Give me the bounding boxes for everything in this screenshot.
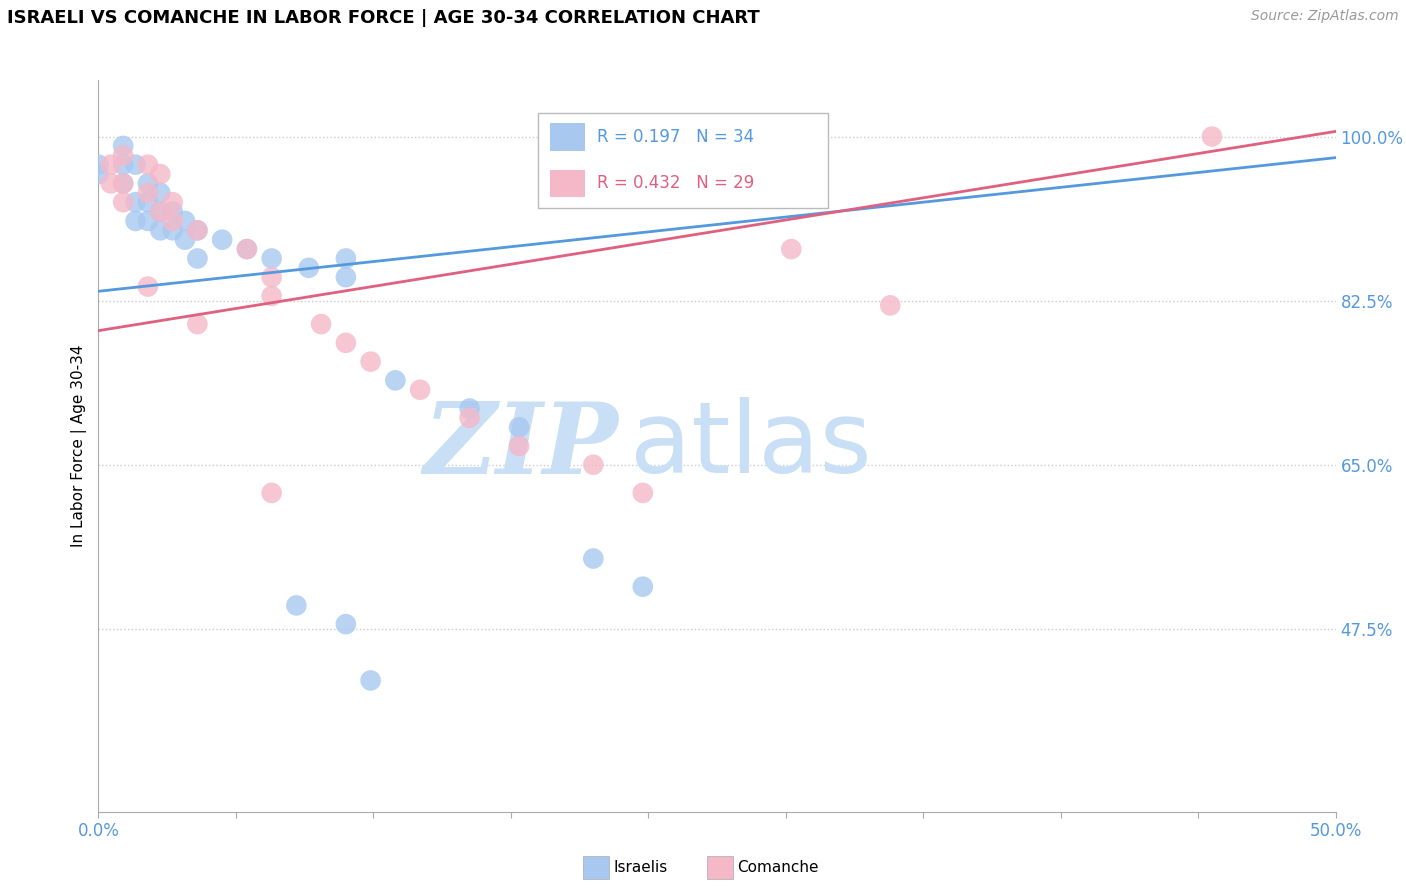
Point — [458, 410, 481, 425]
Point — [174, 233, 197, 247]
Point — [162, 214, 184, 228]
Point — [335, 270, 357, 285]
Point — [260, 486, 283, 500]
Point — [186, 223, 208, 237]
Point — [149, 167, 172, 181]
Point — [112, 158, 135, 172]
Text: Comanche: Comanche — [737, 861, 818, 875]
Point — [100, 177, 122, 191]
Text: Israelis: Israelis — [613, 861, 668, 875]
Point — [112, 139, 135, 153]
Point — [780, 242, 803, 256]
Point — [136, 186, 159, 200]
Point — [631, 486, 654, 500]
Text: ZIP: ZIP — [423, 398, 619, 494]
Point — [335, 335, 357, 350]
FancyBboxPatch shape — [537, 113, 828, 209]
Point — [124, 158, 146, 172]
Point — [136, 177, 159, 191]
Point — [186, 317, 208, 331]
Point — [260, 289, 283, 303]
Point — [285, 599, 308, 613]
Point — [162, 204, 184, 219]
Point — [149, 204, 172, 219]
Point — [236, 242, 259, 256]
Point — [186, 252, 208, 266]
Point — [879, 298, 901, 312]
Point — [309, 317, 332, 331]
Point — [136, 279, 159, 293]
Point — [149, 223, 172, 237]
Text: atlas: atlas — [630, 398, 872, 494]
Point — [136, 214, 159, 228]
FancyBboxPatch shape — [550, 169, 585, 197]
Text: ISRAELI VS COMANCHE IN LABOR FORCE | AGE 30-34 CORRELATION CHART: ISRAELI VS COMANCHE IN LABOR FORCE | AGE… — [7, 9, 759, 27]
Point — [112, 177, 135, 191]
Point — [260, 270, 283, 285]
Point — [298, 260, 321, 275]
Point — [112, 148, 135, 162]
Point — [236, 242, 259, 256]
Point — [260, 252, 283, 266]
Point — [112, 177, 135, 191]
Point — [149, 204, 172, 219]
Point — [87, 167, 110, 181]
Text: Source: ZipAtlas.com: Source: ZipAtlas.com — [1251, 9, 1399, 23]
Point — [335, 252, 357, 266]
Point — [360, 354, 382, 368]
Point — [582, 551, 605, 566]
Point — [136, 158, 159, 172]
Point — [409, 383, 432, 397]
Point — [124, 195, 146, 210]
FancyBboxPatch shape — [550, 123, 585, 152]
Point — [1201, 129, 1223, 144]
Point — [211, 233, 233, 247]
Point — [186, 223, 208, 237]
Point — [631, 580, 654, 594]
Point — [136, 195, 159, 210]
Point — [162, 223, 184, 237]
Point — [582, 458, 605, 472]
Point — [174, 214, 197, 228]
Point — [100, 158, 122, 172]
Text: R = 0.432   N = 29: R = 0.432 N = 29 — [598, 175, 754, 193]
Point — [162, 195, 184, 210]
Point — [508, 439, 530, 453]
Point — [508, 420, 530, 434]
Point — [149, 186, 172, 200]
Y-axis label: In Labor Force | Age 30-34: In Labor Force | Age 30-34 — [72, 344, 87, 548]
Point — [87, 158, 110, 172]
Point — [384, 373, 406, 387]
Point — [112, 195, 135, 210]
Point — [458, 401, 481, 416]
Text: R = 0.197   N = 34: R = 0.197 N = 34 — [598, 128, 754, 146]
Point — [335, 617, 357, 632]
Point — [124, 214, 146, 228]
Point — [360, 673, 382, 688]
